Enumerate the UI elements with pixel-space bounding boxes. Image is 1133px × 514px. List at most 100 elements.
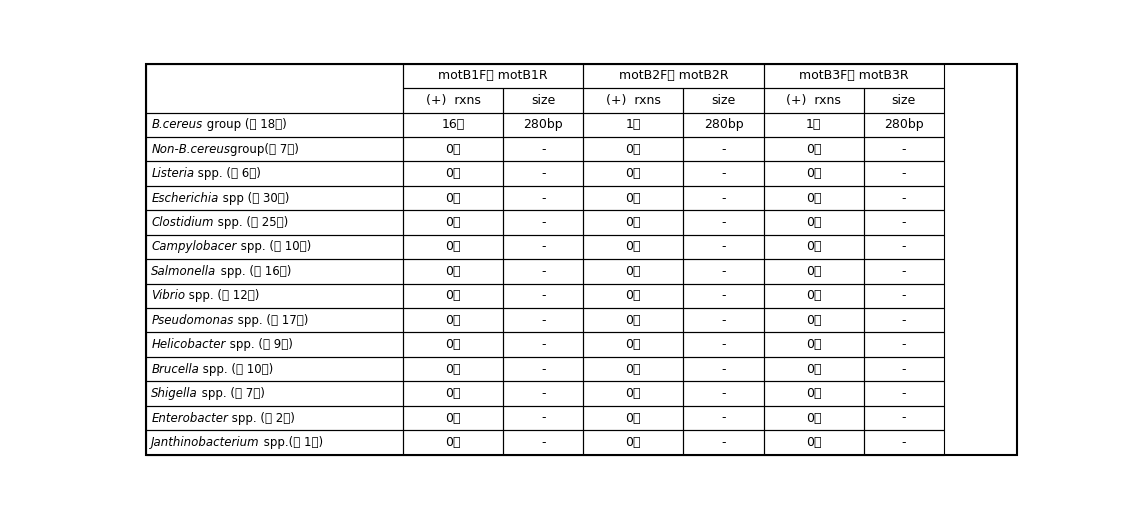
Bar [764,64,944,88]
Text: 0종: 0종 [806,412,821,425]
Text: -: - [540,289,545,302]
Bar [764,113,863,137]
Text: (+)  rxns: (+) rxns [426,94,480,107]
Bar [683,308,764,333]
Bar [863,186,944,210]
Text: group(전 7종): group(전 7종) [230,143,299,156]
Bar [503,259,583,284]
Bar [403,381,503,406]
Bar [503,430,583,455]
Text: (+)  rxns: (+) rxns [606,94,661,107]
Text: 0종: 0종 [445,167,461,180]
Text: 0종: 0종 [806,216,821,229]
Bar [863,284,944,308]
Bar [403,357,503,381]
Text: -: - [722,216,726,229]
Bar [146,357,403,381]
Bar [764,430,863,455]
Bar [583,88,683,113]
Text: 0종: 0종 [445,314,461,327]
Bar [863,430,944,455]
Text: size: size [892,94,915,107]
Bar [583,161,683,186]
Bar [583,113,683,137]
Bar [583,333,683,357]
Text: Clostidium: Clostidium [152,216,214,229]
Bar [503,357,583,381]
Text: -: - [902,338,906,351]
Text: 0종: 0종 [806,436,821,449]
Bar [863,235,944,259]
Bar [583,406,683,430]
Bar [863,137,944,161]
Bar [503,210,583,235]
Bar [583,64,764,88]
Text: 0종: 0종 [445,265,461,278]
Bar [863,406,944,430]
Text: 0종: 0종 [806,143,821,156]
Text: group (전 18종): group (전 18종) [203,118,287,131]
Text: 0종: 0종 [806,338,821,351]
Text: 0종: 0종 [625,167,641,180]
Bar [863,308,944,333]
Text: 0종: 0종 [625,192,641,205]
Bar [403,235,503,259]
Bar [764,333,863,357]
Text: 280bp: 280bp [704,118,743,131]
Bar [683,259,764,284]
Text: 16종: 16종 [442,118,465,131]
Text: -: - [540,192,545,205]
Text: 1종: 1종 [806,118,821,131]
Bar [683,333,764,357]
Text: 0종: 0종 [806,314,821,327]
Bar [683,235,764,259]
Text: -: - [540,265,545,278]
Text: spp. (전 10종): spp. (전 10종) [199,363,273,376]
Bar [863,357,944,381]
Bar [503,113,583,137]
Text: -: - [540,143,545,156]
Bar [863,88,944,113]
Bar [403,88,503,113]
Bar [863,333,944,357]
Text: Non-B.cereus: Non-B.cereus [152,143,230,156]
Text: -: - [902,216,906,229]
Bar [146,406,403,430]
Text: -: - [902,167,906,180]
Text: 0종: 0종 [625,216,641,229]
Bar [146,186,403,210]
Bar [764,259,863,284]
Text: -: - [722,387,726,400]
Text: -: - [902,314,906,327]
Bar [146,161,403,186]
Bar [764,186,863,210]
Text: spp. (전 16종): spp. (전 16종) [216,265,291,278]
Text: 0종: 0종 [445,192,461,205]
Bar [683,381,764,406]
Text: 0종: 0종 [625,314,641,327]
Text: 0종: 0종 [625,241,641,253]
Text: 0종: 0종 [625,436,641,449]
Bar [503,88,583,113]
Bar [146,284,403,308]
Bar [583,381,683,406]
Text: 0종: 0종 [445,412,461,425]
Bar [146,333,403,357]
Bar [146,308,403,333]
Bar [764,137,863,161]
Text: -: - [540,387,545,400]
Text: 280bp: 280bp [884,118,923,131]
Text: Escherichia: Escherichia [152,192,219,205]
Text: -: - [722,363,726,376]
Text: 0종: 0종 [445,289,461,302]
Text: -: - [540,314,545,327]
Text: 0종: 0종 [625,265,641,278]
Bar [146,64,403,113]
Bar [403,333,503,357]
Text: spp. (전 2종): spp. (전 2종) [228,412,295,425]
Text: -: - [722,412,726,425]
Text: 0종: 0종 [625,387,641,400]
Bar [583,259,683,284]
Text: 0종: 0종 [806,192,821,205]
Text: B.cereus: B.cereus [152,118,203,131]
